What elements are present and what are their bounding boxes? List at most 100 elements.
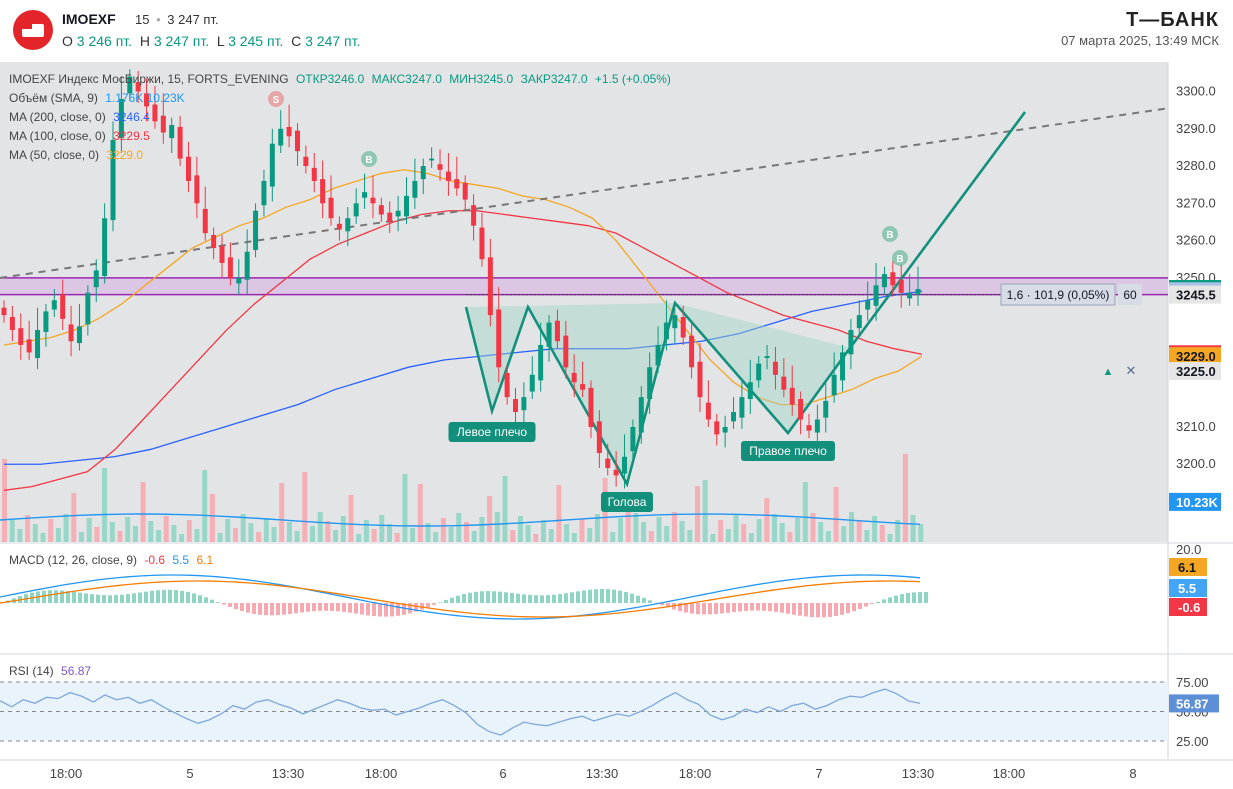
macd-histogram-bar xyxy=(816,603,820,618)
candle-body xyxy=(705,402,711,420)
rsi-axis-label: 25.00 xyxy=(1176,734,1209,749)
volume-bar xyxy=(802,482,808,542)
candle-body xyxy=(328,197,334,219)
macd-histogram-bar xyxy=(54,590,58,603)
volume-bar xyxy=(487,496,493,542)
macd-histogram-bar xyxy=(486,591,490,603)
macd-histogram-bar xyxy=(318,603,322,611)
left-shoulder-label-bg xyxy=(448,422,536,442)
macd-histogram-bar xyxy=(252,603,256,614)
volume-bar xyxy=(25,515,31,542)
macd-histogram-bar xyxy=(90,594,94,603)
volume-bar xyxy=(63,514,69,542)
volume-bar xyxy=(710,534,716,542)
volume-bar xyxy=(40,533,46,542)
measure-badge-bg xyxy=(1118,284,1142,305)
ticker-symbol[interactable]: IMOEXF xyxy=(62,11,116,27)
macd-histogram-bar xyxy=(468,592,472,603)
timeframe: 15 xyxy=(135,12,150,27)
macd-legend-title: MACD (12, 26, close, 9) xyxy=(9,553,138,567)
volume-bar xyxy=(279,483,285,542)
macd-histogram-bar xyxy=(420,603,424,610)
volume-bar xyxy=(610,532,616,542)
chart-header: IMOEXF 15 • 3 247 пт. O 3 246 пт. H 3 24… xyxy=(0,0,1233,62)
sell-marker: S xyxy=(273,95,280,106)
volume-bar xyxy=(410,528,416,542)
timeframe-info: 15 • 3 247 пт. xyxy=(135,12,219,27)
macd-histogram-bar xyxy=(612,589,616,603)
macd-histogram-bar xyxy=(678,603,682,612)
volume-bar xyxy=(887,534,893,542)
macd-histogram-bar xyxy=(156,590,160,603)
candle-body xyxy=(18,328,24,345)
candle-body xyxy=(437,164,443,170)
macd-histogram-bar xyxy=(648,600,652,603)
volume-bar xyxy=(433,532,439,542)
price-chart[interactable]: Левое плечо Голова Правое плечо S B B B 1,6 · 1… xyxy=(0,62,1233,789)
macd-histogram-bar xyxy=(168,589,172,603)
macd-histogram-bar xyxy=(720,603,724,614)
volume-bar xyxy=(263,518,269,542)
macd-histogram-bar xyxy=(780,603,784,613)
volume-bar xyxy=(587,528,593,542)
macd-histogram-bar xyxy=(282,603,286,615)
candle-body xyxy=(655,344,661,366)
volume-bar xyxy=(55,528,61,542)
volume-bar xyxy=(225,519,231,542)
volume-bar xyxy=(440,518,446,542)
macd-histogram-bar xyxy=(822,603,826,618)
ma50-legend: MA (50, close, 0) 3229.0 xyxy=(9,148,143,162)
volume-bar xyxy=(748,533,754,542)
volume-bar xyxy=(425,523,431,542)
candle-body xyxy=(647,367,653,399)
volume-bar xyxy=(510,530,516,542)
candle-body xyxy=(93,270,99,288)
candle-body xyxy=(9,317,15,331)
volume-bar xyxy=(387,524,392,542)
pattern-line xyxy=(464,300,852,488)
ma50-legend-value: 3229.0 xyxy=(106,148,144,162)
candle-body xyxy=(311,167,317,181)
volume-bar xyxy=(333,530,339,542)
buy-marker-bg xyxy=(361,151,377,167)
candle-body xyxy=(588,387,594,427)
candle-body xyxy=(605,458,611,468)
ma100-line xyxy=(3,210,923,491)
macd-histogram-bar xyxy=(624,591,628,603)
volume-bar xyxy=(286,522,292,542)
macd-badge-bg xyxy=(1169,579,1207,597)
volume-bar xyxy=(787,532,793,542)
price-badge-bg xyxy=(1169,347,1221,366)
candle-body xyxy=(152,104,158,122)
candle-body xyxy=(177,126,183,159)
price-tick-label: 3200.0 xyxy=(1176,456,1216,471)
candle-body xyxy=(378,205,384,215)
macd-histogram-bar xyxy=(894,595,898,603)
macd-histogram-bar xyxy=(240,603,244,612)
candle-body xyxy=(596,421,602,454)
volume-bar xyxy=(895,520,901,542)
macd-histogram-bar xyxy=(150,590,154,603)
volume-bar xyxy=(648,531,654,542)
volume-bar xyxy=(872,516,878,542)
macd-histogram-bar xyxy=(738,603,742,612)
macd-histogram-bar xyxy=(198,595,202,603)
resistance-zone xyxy=(0,277,1168,295)
candle-body xyxy=(118,98,124,139)
candle-body xyxy=(789,387,795,405)
macd-legend-signal: 6.1 xyxy=(196,553,214,567)
volume-bar xyxy=(818,522,824,542)
candles xyxy=(1,69,921,489)
candle-body xyxy=(554,320,560,342)
macd-histogram-bar xyxy=(432,603,436,605)
close-value: 3 247 пт. xyxy=(305,33,361,49)
volume-legend-title: Объём (SMA, 9) xyxy=(9,91,98,105)
candle-body xyxy=(571,372,577,383)
volume-bar xyxy=(525,525,531,542)
volume-bar xyxy=(394,533,400,542)
candle-body xyxy=(429,158,435,161)
ohlc-row: O 3 246 пт. H 3 247 пт. L 3 245 пт. C 3 … xyxy=(62,33,360,49)
macd-legend-hist: -0.6 xyxy=(144,553,166,567)
volume-bar xyxy=(240,514,246,542)
macd-histogram-bar xyxy=(834,603,838,617)
